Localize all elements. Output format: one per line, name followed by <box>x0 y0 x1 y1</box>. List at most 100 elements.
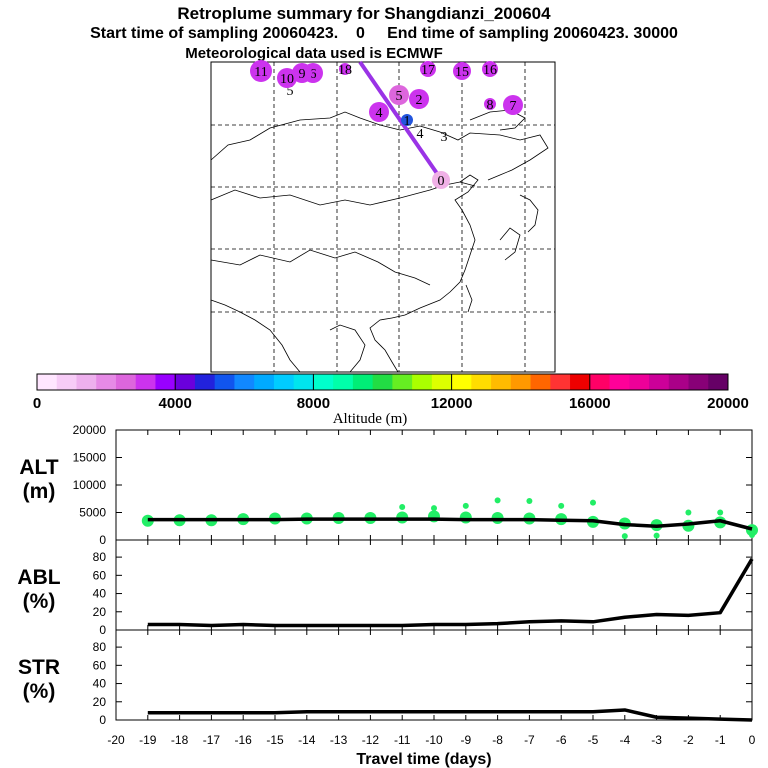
colorbar-swatch <box>471 374 492 390</box>
colorbar-swatch <box>115 374 137 390</box>
map-marker-label: 17 <box>421 63 435 78</box>
sampling-time-line: Start time of sampling 20060423. 0 End t… <box>90 25 678 42</box>
y-tick-label: 80 <box>93 640 107 654</box>
map-marker-label: 7 <box>510 99 517 114</box>
map-marker <box>369 102 389 122</box>
altitude-point <box>621 533 628 540</box>
map-marker-label: 16 <box>483 63 497 78</box>
map-marker-label: 18 <box>338 63 352 78</box>
series-line <box>147 517 753 531</box>
y-tick-label: 5000 <box>79 506 106 520</box>
series-line <box>147 558 754 628</box>
map-marker <box>277 68 297 88</box>
colorbar-swatch <box>530 374 551 390</box>
x-tick-label: -11 <box>394 733 411 747</box>
x-tick-label: -3 <box>651 733 662 747</box>
colorbar-swatch <box>392 374 413 390</box>
map-marker-label: 15 <box>455 65 469 80</box>
map-marker <box>432 171 450 189</box>
colorbar-swatch <box>194 374 216 390</box>
x-tick-label: -10 <box>425 733 443 747</box>
colorbar-swatch <box>668 374 690 390</box>
colorbar-tick-label: 8000 <box>297 395 330 412</box>
altitude-point <box>526 497 533 504</box>
panel-frame <box>115 539 753 631</box>
colorbar-swatch <box>589 374 611 390</box>
colorbar-label: Altitude (m) <box>333 411 408 427</box>
time-series-panels: 05000100001500020000ALT(m)020406080ABL(%… <box>17 423 758 768</box>
y-tick-label: 0 <box>99 623 106 637</box>
x-tick-label: -5 <box>588 733 599 747</box>
x-tick-label: -9 <box>460 733 471 747</box>
y-tick-label: 20 <box>93 695 107 709</box>
y-tick-label: 40 <box>93 677 107 691</box>
panel-label: ALT <box>19 456 58 479</box>
panel-label: STR <box>18 656 60 679</box>
colorbar-swatch <box>412 374 433 390</box>
panel-label-unit: (m) <box>23 480 56 503</box>
panel-label: ABL <box>17 566 60 589</box>
colorbar-tick-label: 20000 <box>707 395 749 412</box>
colorbar-swatch <box>372 374 393 390</box>
x-tick-label: -8 <box>492 733 503 747</box>
map-marker-label: 5 <box>287 84 294 99</box>
map-marker <box>420 61 436 77</box>
altitude-point <box>717 509 724 516</box>
x-tick-label: -1 <box>715 733 726 747</box>
colorbar-swatch <box>273 374 295 390</box>
chart-title: Retroplume summary for Shangdianzi_20060… <box>177 4 551 23</box>
y-tick-label: 0 <box>99 533 106 547</box>
colorbar-tick-label: 0 <box>33 395 41 412</box>
map-marker-label: 9 <box>299 67 306 82</box>
colorbar-swatch <box>333 374 354 390</box>
colorbar-swatch <box>155 374 176 390</box>
panel-label-unit: (%) <box>23 590 56 613</box>
x-tick-label: -14 <box>298 733 316 747</box>
altitude-point <box>399 504 406 510</box>
altitude-point <box>462 502 469 509</box>
altitude-point <box>685 509 692 516</box>
y-tick-label: 10000 <box>73 478 107 492</box>
map-gridlines <box>211 62 555 372</box>
y-tick-label: 60 <box>93 568 107 582</box>
x-axis-label: Travel time (days) <box>356 751 491 768</box>
map-marker <box>503 95 523 115</box>
panel-label-unit: (%) <box>23 680 56 703</box>
map-marker <box>453 62 471 80</box>
map-marker <box>409 89 429 109</box>
colorbar-tick-label: 16000 <box>569 395 611 412</box>
x-tick-label: -6 <box>556 733 567 747</box>
colorbar-swatch <box>688 374 709 390</box>
x-tick-label: -7 <box>524 733 535 747</box>
altitude-point <box>749 532 755 539</box>
y-tick-label: 60 <box>93 658 107 672</box>
map-marker-label: 4 <box>376 106 383 121</box>
colorbar-swatch <box>708 374 729 390</box>
colorbar-tick-label: 4000 <box>159 395 192 412</box>
colorbar-swatch <box>352 374 374 390</box>
colorbar-swatch <box>293 374 314 390</box>
colorbar-swatch <box>76 374 97 390</box>
colorbar-swatch <box>254 374 275 390</box>
x-tick-label: -15 <box>266 733 284 747</box>
colorbar-swatch <box>37 374 58 390</box>
x-tick-label: -18 <box>171 733 189 747</box>
map-marker-label: 11 <box>254 65 267 80</box>
colorbar-swatch <box>135 374 156 390</box>
colorbar-swatch <box>96 374 117 390</box>
map-marker <box>401 114 413 126</box>
x-tick-label: -12 <box>362 733 380 747</box>
colorbar-tick-label: 12000 <box>431 395 473 412</box>
colorbar-swatch <box>629 374 650 390</box>
panel-frame <box>115 629 753 721</box>
map-marker <box>250 60 272 82</box>
x-tick-label: -20 <box>107 733 125 747</box>
altitude-point <box>590 499 596 506</box>
map-marker <box>484 98 496 110</box>
y-tick-label: 0 <box>99 713 106 727</box>
colorbar-swatch <box>550 374 571 390</box>
map-marker-label: 3 <box>441 130 448 145</box>
